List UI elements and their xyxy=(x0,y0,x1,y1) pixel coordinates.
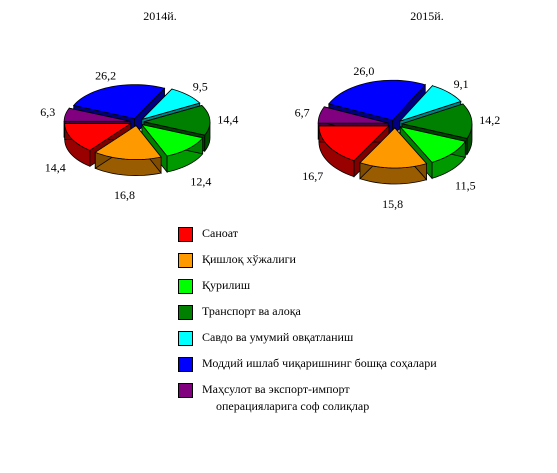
pie-2015-slice-other-production xyxy=(328,79,427,121)
pie-2015: 16,7 15,8 11,5 14,2 9,1 26,0 6,7 xyxy=(295,64,501,211)
legend-label: Қурилиш xyxy=(202,278,251,292)
pie-2014-slice-agriculture xyxy=(94,125,162,160)
legend-label: Савдо ва умумий овқатланиш xyxy=(202,330,354,344)
pie-2015-slice-industry xyxy=(318,125,390,162)
pie-2015-slice-agriculture xyxy=(359,127,428,169)
pie-2015-label-trade: 9,1 xyxy=(454,77,469,91)
legend-swatch-construction xyxy=(178,279,193,294)
legend-item: Қурилиш xyxy=(178,273,538,299)
pie-2015-label-construction: 11,5 xyxy=(455,179,476,193)
pie-2015-label-transport: 14,2 xyxy=(479,113,500,127)
legend-swatch-other-production xyxy=(178,357,193,372)
pie-2014-label-construction: 12,4 xyxy=(190,174,211,188)
pie-2015-label-industry: 16,7 xyxy=(302,169,323,183)
legend-label: Моддий ишлаб чиқаришнинг бошқа соҳалари xyxy=(202,356,437,370)
pie-2015-slice-construction xyxy=(399,126,466,163)
legend-item: Маҳсулот ва экспорт-импорт операциялариг… xyxy=(178,377,538,421)
pie-2014-slice-construction xyxy=(140,123,204,157)
pie-2014-slice-industry xyxy=(64,123,133,151)
pie-2014-label-other-production: 26,2 xyxy=(95,68,116,82)
pie-2014-slice-trade xyxy=(140,88,201,121)
pie-2014-label-transport: 14,4 xyxy=(217,113,238,127)
pie-2014: 14,4 16,8 12,4 14,4 9,5 26,2 6,3 xyxy=(40,68,238,202)
pie-2014-label-agriculture: 16,8 xyxy=(114,188,135,202)
pie-charts: 2014й. 2015й. 14,4 16,8 12,4 14,4 9,5 26,2 6,3… xyxy=(40,9,501,211)
pie-2014-label-industry: 14,4 xyxy=(45,161,66,175)
legend-item: Савдо ва умумий овқатланиш xyxy=(178,325,538,351)
legend-label: Қишлоқ хўжалиги xyxy=(202,252,296,266)
legend-swatch-industry xyxy=(178,227,193,242)
pie-2015-slice-net-taxes xyxy=(317,106,389,124)
legend-label: Саноат xyxy=(202,226,239,240)
chart-title-2014: 2014й. xyxy=(143,9,176,23)
pie-2014-slice-other-production xyxy=(72,84,166,120)
legend-item: Қишлоқ хўжалиги xyxy=(178,247,538,273)
legend-item: Моддий ишлаб чиқаришнинг бошқа соҳалари xyxy=(178,351,538,377)
legend-label: Маҳсулот ва экспорт-импорт операциялариг… xyxy=(202,381,369,415)
legend-item: Транспорт ва алоқа xyxy=(178,299,538,325)
pie-2015-label-net-taxes: 6,7 xyxy=(295,105,310,119)
pie-2014-slice-transport xyxy=(143,104,211,136)
legend-swatch-transport xyxy=(178,305,193,320)
pie-2014-label-net-taxes: 6,3 xyxy=(40,105,55,119)
pie-2015-label-agriculture: 15,8 xyxy=(382,197,403,211)
pie-2015-label-other-production: 26,0 xyxy=(353,64,374,78)
legend-label-line1: Маҳсулот ва экспорт-импорт xyxy=(202,382,350,396)
legend-label-line2: операцияларига соф солиқлар xyxy=(216,399,370,413)
legend-swatch-trade xyxy=(178,331,193,346)
legend-label: Транспорт ва алоқа xyxy=(202,304,301,318)
legend: Саноат Қишлоқ хўжалиги Қурилиш Транспорт… xyxy=(178,221,538,421)
pie-2014-slice-net-taxes xyxy=(63,107,131,122)
pie-2014-label-trade: 9,5 xyxy=(193,79,208,93)
chart-title-2015: 2015й. xyxy=(410,9,443,23)
pie-2015-slice-trade xyxy=(398,85,462,122)
legend-item: Саноат xyxy=(178,221,538,247)
legend-swatch-net-taxes xyxy=(178,383,193,398)
pie-2015-slice-transport xyxy=(400,103,473,139)
legend-swatch-agriculture xyxy=(178,253,193,268)
